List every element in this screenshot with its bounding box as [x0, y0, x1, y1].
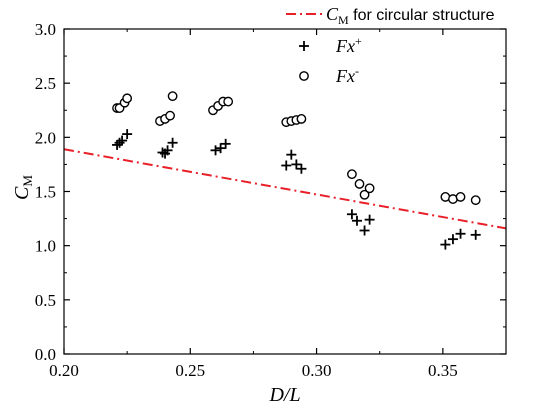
point-fx-plus: [440, 239, 451, 250]
y-tick-label: 2.5: [35, 74, 56, 93]
x-tick-label: 0.20: [49, 361, 79, 380]
y-tick-label: 1.0: [35, 237, 56, 256]
point-fx-minus: [354, 179, 365, 189]
y-tick-label: 2.0: [35, 128, 56, 147]
point-fx-minus: [167, 91, 178, 102]
point-fx-plus: [215, 143, 226, 154]
point-fx-plus: [157, 147, 168, 158]
point-fx-plus: [281, 160, 292, 171]
y-tick-label: 3.0: [35, 20, 56, 39]
point-fx-plus: [351, 215, 362, 226]
legend: CM for circular structure Fx+ Fx-: [286, 4, 495, 86]
point-fx-plus: [296, 163, 307, 174]
point-fx-plus: [122, 129, 133, 140]
point-fx-minus: [347, 169, 357, 180]
point-fx-plus: [346, 209, 357, 220]
point-fx-minus: [122, 93, 133, 104]
point-fx-plus: [210, 145, 221, 156]
y-tick-label: 1.5: [35, 183, 56, 202]
legend-label-fx-minus: Fx-: [335, 64, 359, 86]
point-fx-plus: [167, 137, 178, 148]
x-tick-label: 0.35: [428, 361, 458, 380]
point-fx-minus: [165, 110, 175, 121]
point-fx-minus: [296, 114, 307, 124]
series-layer: [63, 91, 507, 250]
y-tick-label: 0.5: [35, 291, 56, 310]
point-fx-plus: [117, 135, 128, 146]
x-tick-label: 0.30: [302, 361, 332, 380]
point-fx-plus: [291, 159, 302, 170]
point-fx-minus: [223, 96, 234, 107]
point-fx-minus: [470, 195, 481, 206]
point-fx-plus: [162, 145, 173, 156]
point-fx-plus: [364, 214, 375, 225]
point-fx-plus: [286, 149, 297, 160]
point-fx-plus: [447, 234, 458, 245]
y-tick-label: 0.0: [35, 345, 56, 364]
x-tick-label: 0.25: [175, 361, 205, 380]
point-fx-plus: [455, 228, 466, 239]
series-line-circular: [63, 148, 507, 230]
point-fx-plus: [470, 229, 481, 240]
legend-swatch-circle: [299, 71, 309, 81]
point-fx-plus: [114, 137, 125, 148]
legend-label-circular: CM for circular structure: [326, 4, 495, 27]
point-fx-minus: [455, 192, 466, 202]
legend-label-fx-plus: Fx+: [335, 34, 362, 56]
point-fx-minus: [359, 189, 370, 200]
axes-layer: 0.20 0.25 0.30 0.35 0.0 0.5 1.0 1.5 2.0 2.5 3.0 D/L…: [11, 20, 507, 406]
point-fx-plus: [359, 225, 370, 236]
plot-frame: [63, 28, 507, 355]
point-fx-plus: [220, 138, 231, 149]
y-axis-title: CM: [11, 175, 35, 200]
x-axis-title: D/L: [268, 384, 300, 406]
point-fx-minus: [364, 183, 375, 194]
